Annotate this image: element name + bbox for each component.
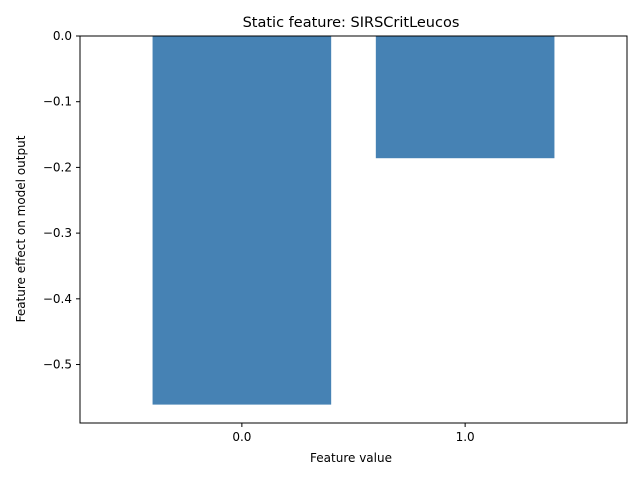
x-axis-label: Feature value	[310, 451, 392, 465]
bar-1	[375, 36, 555, 159]
y-tick-label-2: −0.2	[43, 160, 72, 174]
x-tick-label-0: 0.0	[232, 430, 251, 444]
x-axis-ticks: 0.0 1.0	[232, 423, 475, 444]
bar-0	[152, 36, 332, 405]
bars-group	[152, 36, 555, 405]
y-tick-label-5: −0.5	[43, 358, 72, 372]
chart-title: Static feature: SIRSCritLeucos	[243, 15, 460, 31]
y-tick-label-3: −0.3	[43, 226, 72, 240]
y-tick-label-4: −0.4	[43, 292, 72, 306]
y-tick-label-1: −0.1	[43, 95, 72, 109]
y-axis-ticks: 0.0 −0.1 −0.2 −0.3 −0.4 −0.5	[43, 29, 80, 372]
plot-frame	[79, 35, 628, 424]
x-tick-label-1: 1.0	[456, 430, 475, 444]
y-tick-label-0: 0.0	[53, 29, 72, 43]
y-axis-label: Feature effect on model output	[14, 135, 28, 322]
